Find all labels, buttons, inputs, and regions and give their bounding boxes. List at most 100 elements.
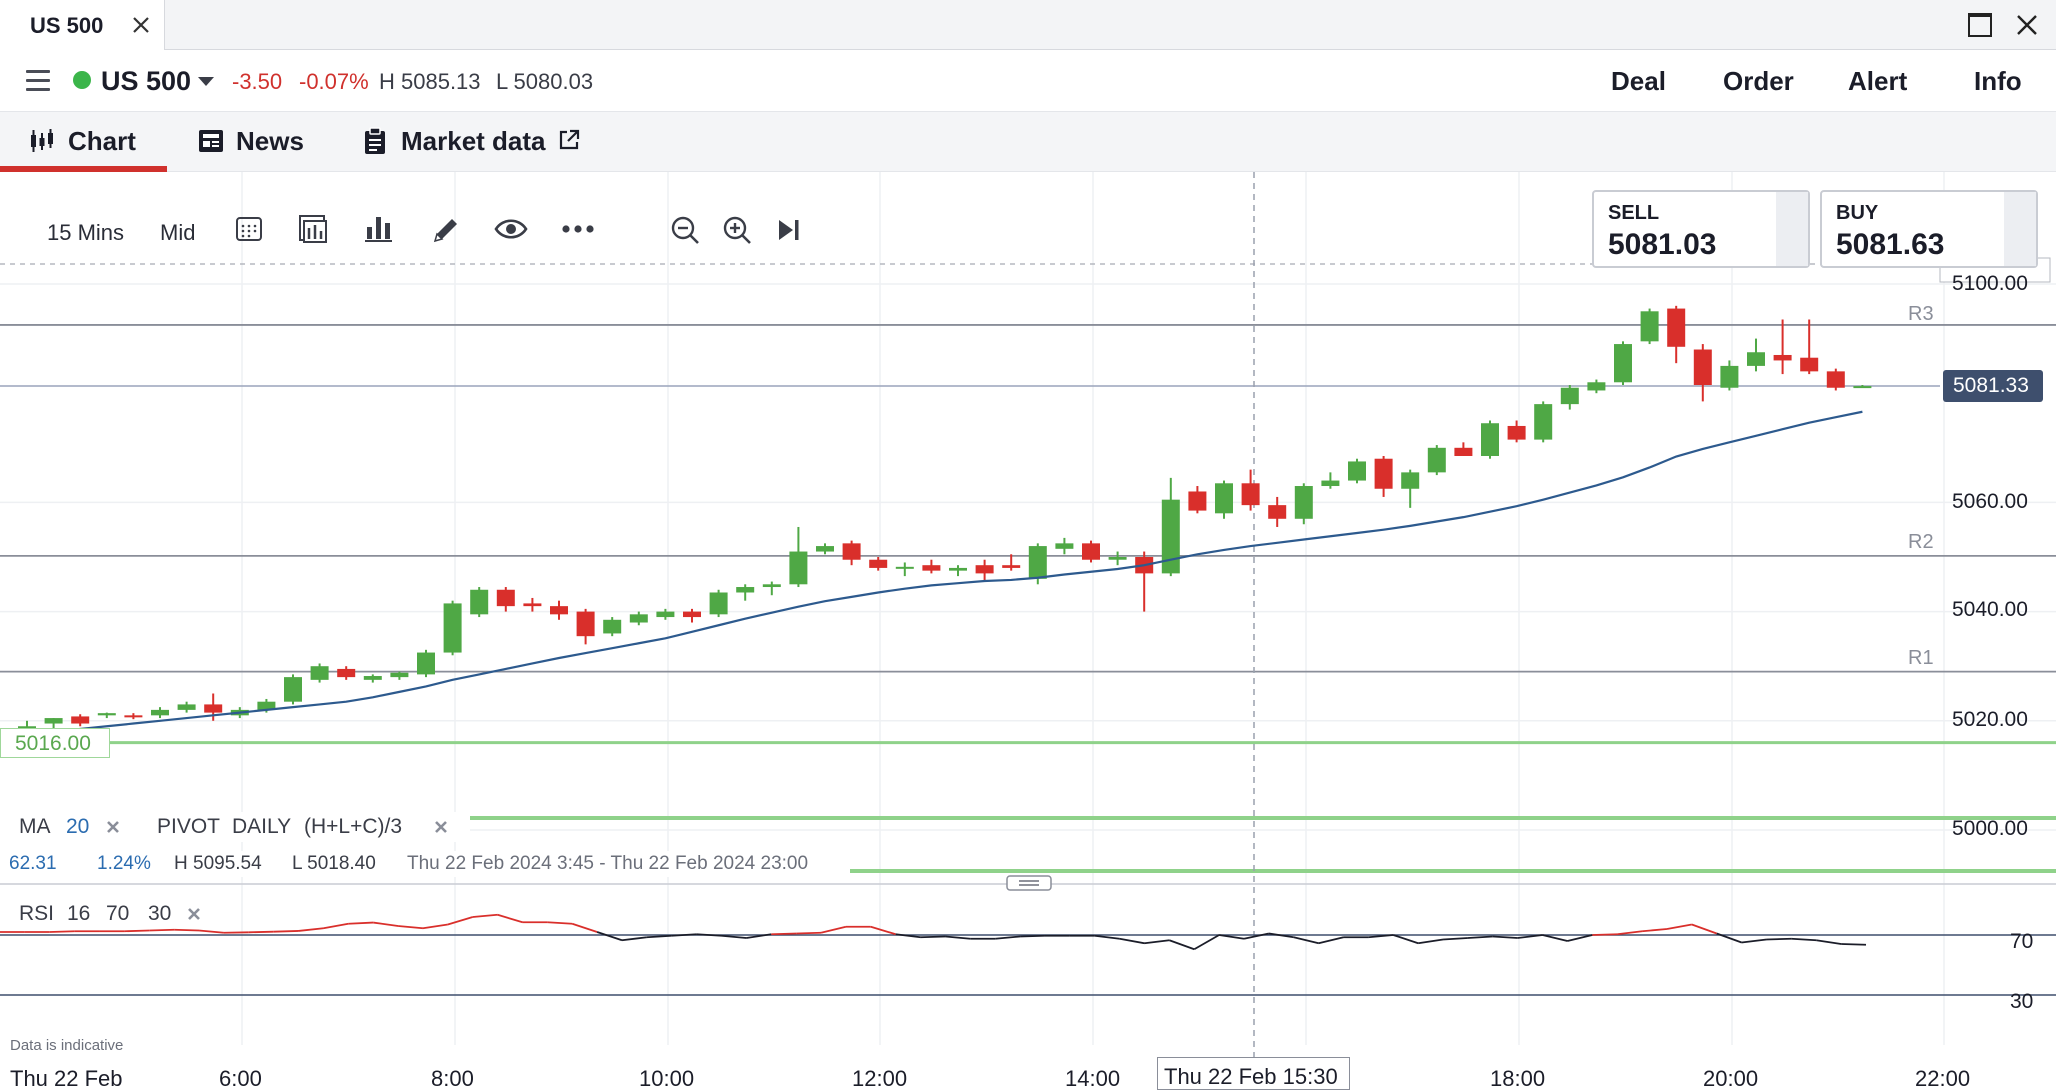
- rsi-upper[interactable]: 70: [106, 902, 130, 925]
- candle-up: [390, 672, 409, 678]
- jump-to-latest-icon[interactable]: [776, 217, 802, 243]
- rsi-line-segment: [1193, 934, 1220, 951]
- price-change: -3.50: [232, 69, 283, 94]
- rsi-line-segment: [646, 934, 672, 939]
- alert-level-tag[interactable]: 5016.00: [0, 728, 110, 758]
- candles-icon: [31, 129, 53, 152]
- candle-down: [1693, 349, 1712, 386]
- chevron-down-icon[interactable]: [198, 77, 214, 86]
- rsi-line-segment: [1841, 943, 1867, 946]
- candle-up: [284, 677, 302, 702]
- y-axis-label: 5060.00: [1952, 490, 2028, 513]
- rsi-line-segment: [1542, 934, 1568, 942]
- price-chart[interactable]: [0, 172, 2056, 1090]
- candle-up: [709, 592, 728, 615]
- moving-average-line: [26, 410, 1863, 736]
- candle-down: [337, 668, 356, 678]
- menu-hamburger-icon[interactable]: [26, 70, 50, 91]
- candle-up: [1640, 311, 1659, 342]
- candle-up: [1481, 423, 1499, 456]
- candle-down: [124, 715, 143, 718]
- close-tab-icon[interactable]: [128, 12, 154, 38]
- ma-period[interactable]: 20: [66, 815, 90, 838]
- rsi-line-segment: [1467, 935, 1493, 939]
- rsi-line-segment: [124, 929, 150, 933]
- alert-button[interactable]: Alert: [1848, 66, 1908, 96]
- candle-up: [1534, 404, 1553, 440]
- candle-down: [922, 565, 941, 571]
- maximize-window-icon[interactable]: [1968, 13, 1992, 37]
- pivot-period[interactable]: DAILY: [232, 815, 292, 838]
- rsi-line-segment: [1741, 938, 1767, 944]
- instrument-name[interactable]: US 500: [101, 66, 192, 96]
- tab-chart-label: Chart: [68, 126, 136, 156]
- stats-high: H 5095.54: [174, 853, 262, 874]
- chart-panel[interactable]: [0, 172, 2056, 1090]
- candle-up: [816, 546, 834, 552]
- rsi-lower[interactable]: 30: [148, 902, 172, 925]
- buy-button[interactable]: BUY 5081.63: [1820, 190, 2038, 268]
- visibility-eye-icon[interactable]: [494, 216, 528, 242]
- candle-down: [1241, 483, 1260, 506]
- price-type-selector[interactable]: Mid: [160, 220, 196, 245]
- order-button[interactable]: Order: [1723, 66, 1794, 96]
- draw-pencil-icon[interactable]: [431, 215, 461, 245]
- rsi-line-segment: [447, 916, 473, 926]
- indicators-icon[interactable]: [364, 213, 394, 243]
- candle-up: [1161, 499, 1180, 574]
- stats-line: 62.31 1.24% H 5095.54 L 5018.40 Thu 22 F…: [0, 851, 850, 877]
- calendar-icon[interactable]: [235, 215, 263, 243]
- chart-type-icon[interactable]: [298, 214, 328, 244]
- candle-down: [1507, 425, 1526, 440]
- rsi-line-segment: [796, 931, 822, 935]
- rsi-line-segment: [696, 933, 722, 937]
- rsi-legend: RSI 16 70 30: [0, 900, 210, 928]
- rsi-line-segment: [1293, 936, 1319, 945]
- close-window-icon[interactable]: [2014, 12, 2040, 38]
- sell-button[interactable]: SELL 5081.03: [1592, 190, 1810, 268]
- rsi-line-segment: [149, 928, 175, 932]
- zoom-out-icon[interactable]: [670, 215, 700, 245]
- rsi-line-segment: [596, 931, 623, 942]
- candle-up: [736, 587, 755, 593]
- rsi-line-segment: [1766, 937, 1792, 941]
- rsi-line-segment: [348, 921, 374, 925]
- rsi-line-segment: [1641, 928, 1668, 933]
- x-axis-tick: 20:00: [1703, 1066, 1759, 1090]
- candle-down: [1667, 308, 1686, 347]
- tab-market-data[interactable]: Market data: [364, 126, 584, 158]
- rsi-period[interactable]: 16: [67, 902, 91, 925]
- remove-ma-icon[interactable]: [106, 820, 120, 834]
- remove-pivot-icon[interactable]: [434, 820, 448, 834]
- stats-change-percent: 1.24%: [97, 853, 151, 874]
- candle-up: [629, 614, 648, 623]
- more-icon[interactable]: [561, 224, 595, 234]
- buy-price: 5081.63: [1836, 228, 1945, 261]
- candle-down: [1188, 491, 1207, 511]
- y-axis-label: 5040.00: [1952, 598, 2028, 621]
- zoom-in-icon[interactable]: [722, 215, 752, 245]
- remove-rsi-icon[interactable]: [187, 907, 201, 921]
- external-link-icon: [559, 129, 580, 150]
- candle-down: [550, 606, 568, 615]
- info-button[interactable]: Info: [1974, 66, 2022, 96]
- candle-down: [1082, 543, 1100, 560]
- rsi-line-segment: [1492, 935, 1518, 939]
- rsi-line-segment: [397, 925, 424, 930]
- y-axis-label: 5020.00: [1952, 708, 2028, 731]
- candle-up: [151, 709, 169, 716]
- x-axis-tick: 22:00: [1915, 1066, 1971, 1090]
- candle-up: [762, 584, 781, 588]
- deal-button[interactable]: Deal: [1611, 66, 1666, 96]
- buy-button-shade: [2004, 192, 2036, 266]
- rsi-line-segment: [547, 921, 573, 925]
- x-axis-tick: 8:00: [431, 1066, 474, 1090]
- candle-up: [603, 619, 622, 634]
- interval-selector[interactable]: 15 Mins: [47, 220, 125, 245]
- rsi-line-segment: [298, 927, 324, 932]
- pane-resize-handle-icon[interactable]: [1006, 875, 1052, 891]
- candle-down: [1002, 565, 1021, 568]
- window-tab[interactable]: US 500: [0, 0, 165, 50]
- rsi-line-segment: [1517, 934, 1543, 939]
- rsi-line-segment: [373, 921, 399, 927]
